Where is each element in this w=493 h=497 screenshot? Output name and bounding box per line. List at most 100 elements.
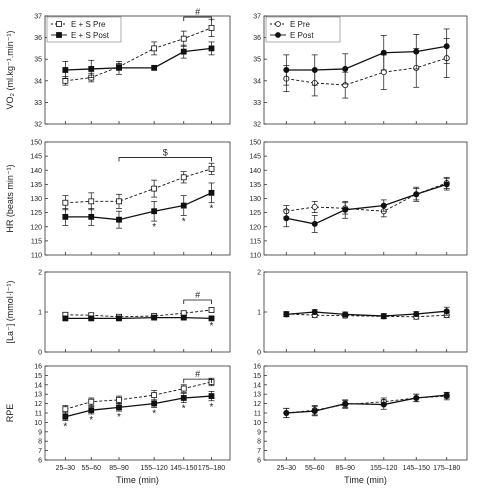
y-tick-label: 8 bbox=[38, 439, 42, 446]
data-point bbox=[311, 408, 318, 415]
y-tick-label: 14 bbox=[253, 382, 261, 389]
y-axis-label: VO₂ (ml.kg⁻¹.min⁻¹) bbox=[5, 31, 15, 110]
legend-marker bbox=[56, 21, 62, 27]
data-point bbox=[180, 314, 187, 321]
data-point bbox=[88, 407, 95, 414]
panel-1 bbox=[263, 15, 468, 125]
series-line-1 bbox=[65, 47, 212, 71]
data-point bbox=[116, 198, 122, 205]
plot-frame bbox=[263, 15, 468, 125]
x-tick-label: 55–60 bbox=[82, 465, 102, 472]
data-point bbox=[151, 314, 158, 321]
data-point bbox=[283, 409, 290, 416]
series-line-1 bbox=[65, 192, 212, 221]
data-point bbox=[180, 202, 187, 209]
x-tick-label: 25–30 bbox=[277, 465, 297, 472]
data-point bbox=[62, 413, 69, 420]
significance-bracket bbox=[183, 378, 212, 384]
data-point bbox=[88, 198, 95, 205]
data-point bbox=[88, 66, 95, 72]
series-line-1 bbox=[65, 395, 212, 418]
series-line-1 bbox=[286, 45, 447, 71]
y-tick-label: 7 bbox=[257, 448, 261, 455]
data-point bbox=[151, 64, 158, 71]
y-tick-label: 145 bbox=[30, 154, 42, 161]
y-tick-label: 110 bbox=[31, 253, 42, 260]
data-point bbox=[116, 404, 122, 411]
y-tick-label: 33 bbox=[34, 100, 42, 107]
series-line-0 bbox=[65, 309, 212, 318]
x-tick-label: 145–150 bbox=[403, 465, 430, 472]
data-point bbox=[443, 392, 450, 399]
y-tick-label: 1 bbox=[257, 310, 261, 317]
y-tick-label: 15 bbox=[34, 373, 42, 380]
data-point bbox=[62, 199, 69, 206]
asterisk: * bbox=[182, 404, 186, 415]
significance-bracket bbox=[183, 16, 212, 22]
y-tick-label: 36 bbox=[253, 35, 261, 42]
data-point bbox=[88, 213, 95, 220]
legend-marker bbox=[56, 32, 62, 38]
data-point bbox=[208, 165, 215, 172]
data-point bbox=[116, 315, 122, 322]
y-tick-label: 130 bbox=[30, 196, 42, 203]
asterisk: * bbox=[152, 408, 156, 419]
y-tick-label: 11 bbox=[35, 411, 42, 418]
plot-frame bbox=[44, 271, 231, 353]
data-point bbox=[180, 35, 187, 42]
significance-symbol: # bbox=[195, 369, 200, 379]
y-tick-label: 0 bbox=[38, 350, 42, 357]
x-tick-label: 85–90 bbox=[109, 465, 129, 472]
data-point bbox=[208, 45, 215, 52]
data-point bbox=[208, 24, 215, 31]
x-axis-label: Time (min) bbox=[344, 475, 387, 485]
data-point bbox=[380, 312, 387, 319]
y-tick-label: 34 bbox=[34, 78, 42, 85]
series-line-1 bbox=[286, 394, 447, 414]
data-point bbox=[311, 203, 318, 210]
y-tick-label: 7 bbox=[38, 448, 42, 455]
legend-label: E Pre bbox=[290, 20, 311, 29]
data-point bbox=[62, 406, 69, 413]
data-point bbox=[311, 67, 318, 74]
y-tick-label: 110 bbox=[250, 253, 261, 260]
y-tick-label: 0 bbox=[257, 350, 261, 357]
y-tick-label: 37 bbox=[253, 14, 261, 21]
y-tick-label: 37 bbox=[34, 14, 42, 21]
y-tick-label: 125 bbox=[30, 210, 42, 217]
y-tick-label: 135 bbox=[249, 182, 261, 189]
y-tick-label: 13 bbox=[34, 392, 42, 399]
significance-symbol: # bbox=[195, 290, 200, 300]
y-tick-label: 14 bbox=[34, 382, 42, 389]
y-tick-label: 140 bbox=[30, 168, 42, 175]
data-point bbox=[116, 64, 122, 71]
y-tick-label: 36 bbox=[34, 35, 42, 42]
y-tick-label: 12 bbox=[34, 401, 42, 408]
data-point bbox=[283, 311, 290, 318]
y-tick-label: 115 bbox=[31, 238, 42, 245]
series-line-0 bbox=[286, 57, 447, 86]
panel-4 bbox=[44, 271, 231, 353]
data-point bbox=[151, 45, 158, 52]
data-point bbox=[342, 311, 349, 318]
y-tick-label: 2 bbox=[257, 270, 261, 277]
y-tick-label: 13 bbox=[253, 392, 261, 399]
plot-frame bbox=[44, 141, 231, 256]
series-line-1 bbox=[286, 310, 447, 317]
y-tick-label: 12 bbox=[253, 401, 261, 408]
y-tick-label: 130 bbox=[249, 196, 261, 203]
significance-symbol: $ bbox=[163, 148, 168, 158]
y-tick-label: 1 bbox=[38, 310, 42, 317]
data-point bbox=[380, 49, 387, 56]
x-tick-label: 25–30 bbox=[56, 465, 76, 472]
y-tick-label: 135 bbox=[30, 182, 42, 189]
x-tick-label: 145–150 bbox=[170, 465, 197, 472]
y-tick-label: 115 bbox=[250, 238, 261, 245]
y-tick-label: 32 bbox=[34, 122, 42, 129]
y-tick-label: 140 bbox=[249, 168, 261, 175]
data-point bbox=[88, 315, 95, 322]
plot-frame bbox=[44, 365, 231, 461]
data-point bbox=[380, 202, 387, 209]
data-point bbox=[62, 77, 69, 84]
y-tick-label: 9 bbox=[38, 429, 42, 436]
